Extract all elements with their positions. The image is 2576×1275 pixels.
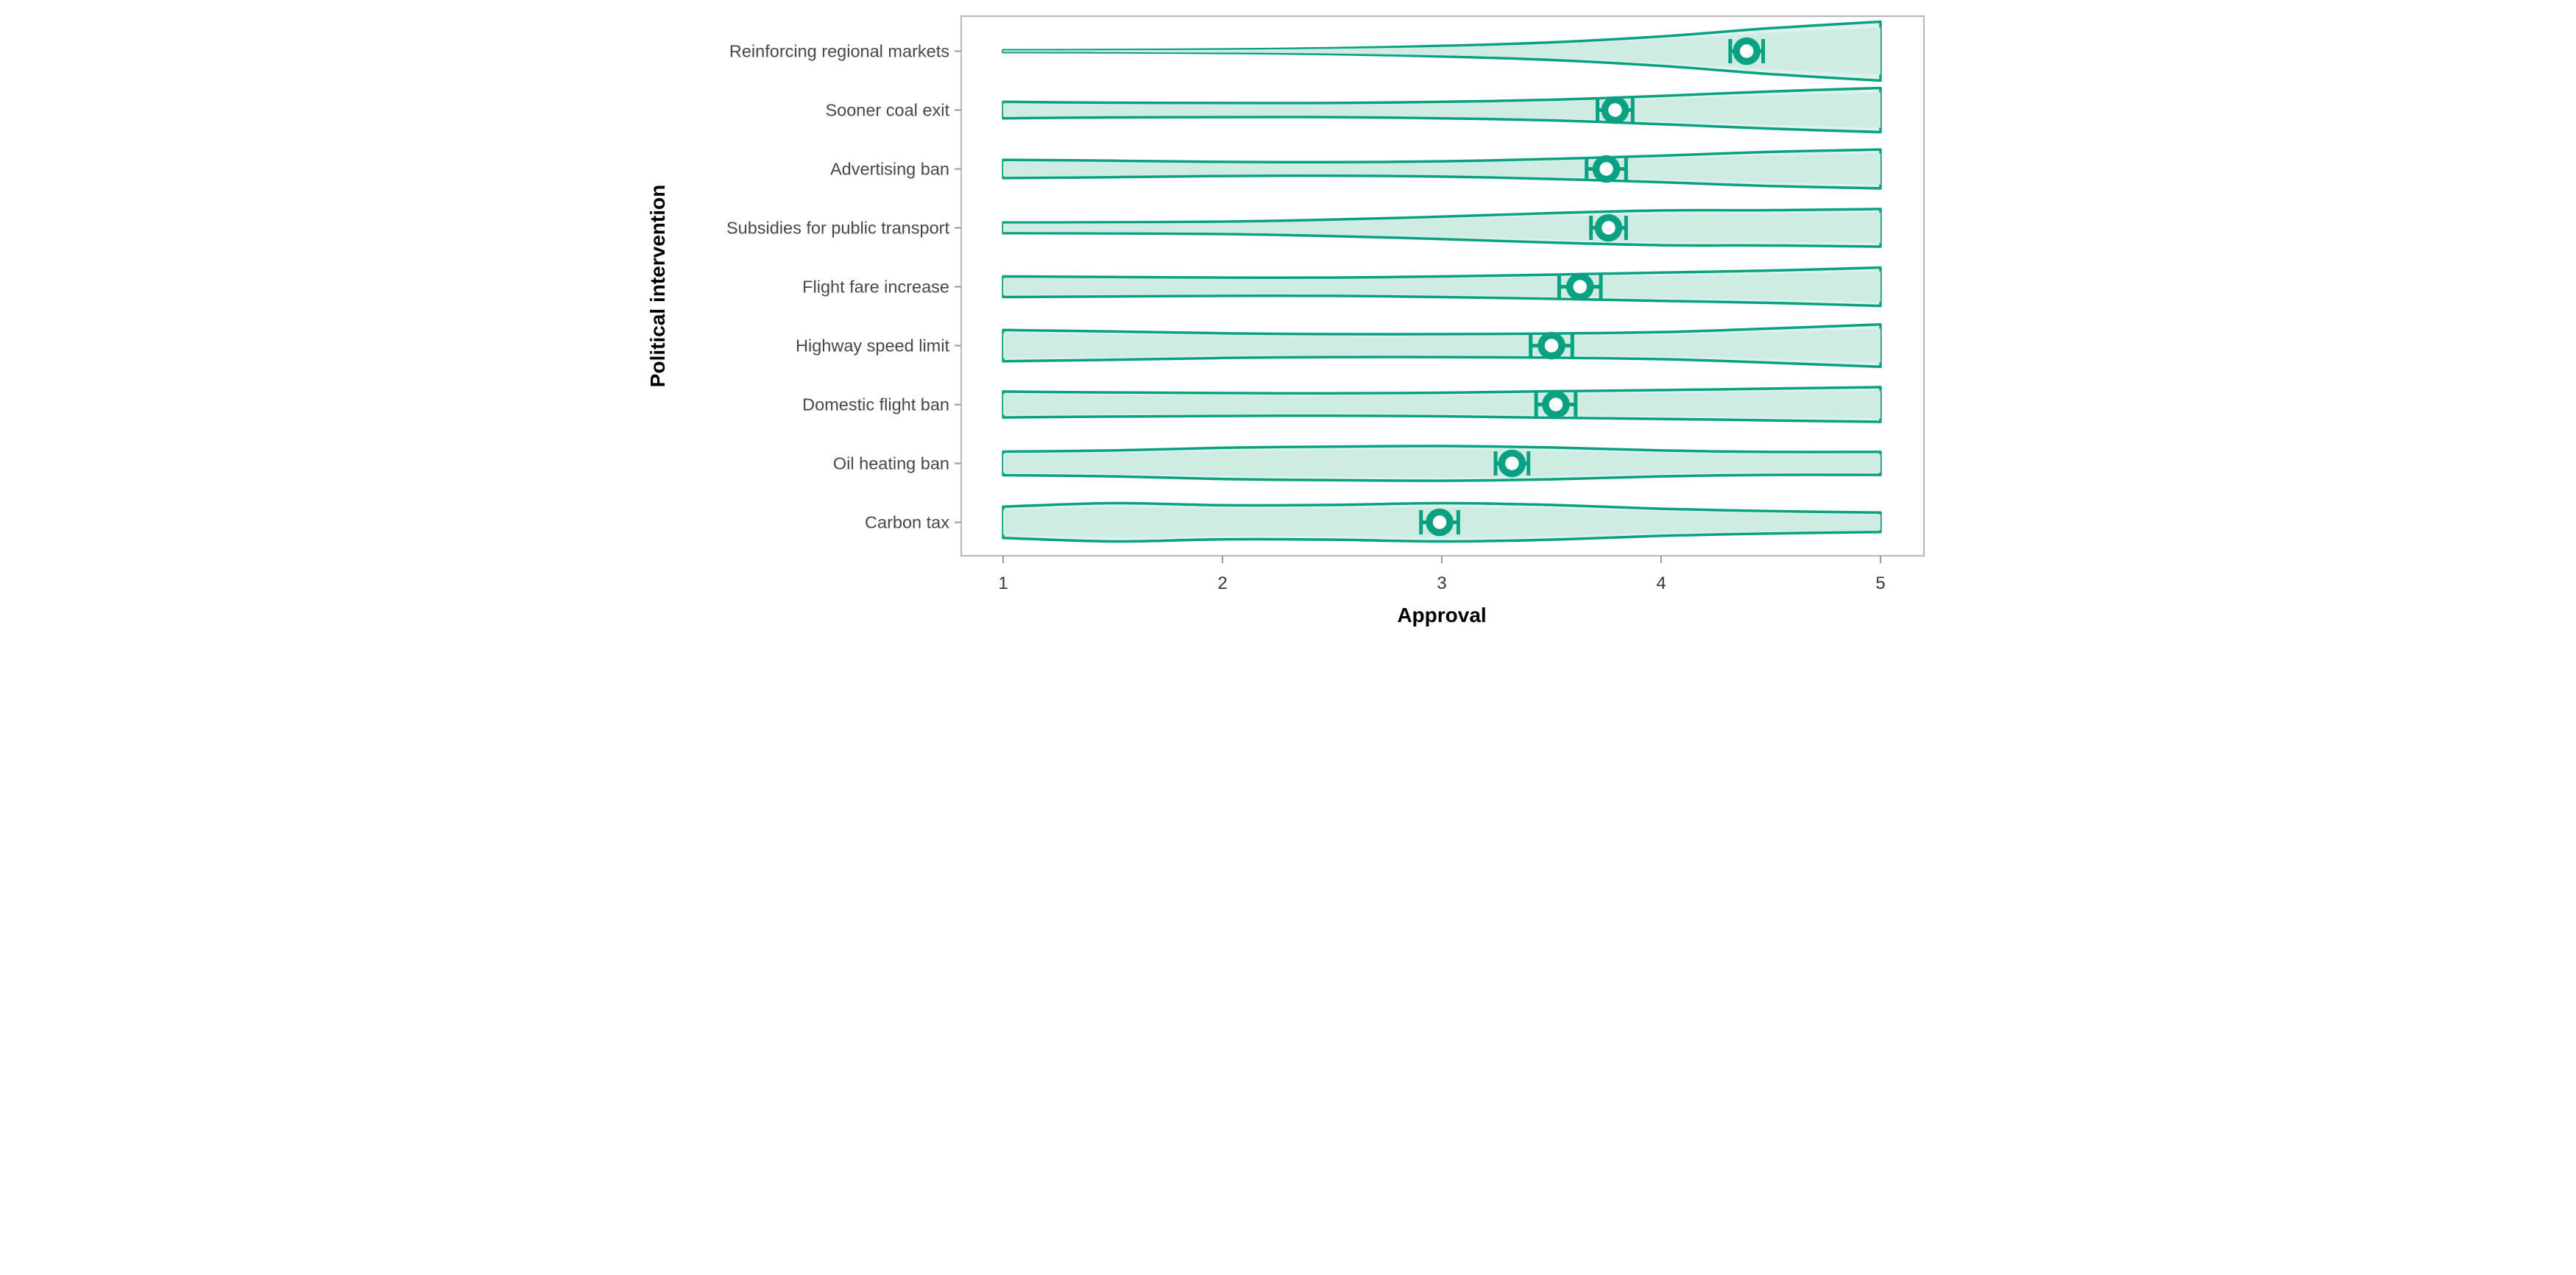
mean-point-oil-heating-ban [1498, 449, 1526, 478]
violin-chart-figure: Reinforcing regional markets Sooner coal … [644, 0, 1932, 638]
violin-plot-svg: Reinforcing regional markets Sooner coal … [646, 15, 1925, 626]
mean-point-flight-fare-increase [1565, 272, 1594, 301]
mean-point-domestic-flight-ban [1542, 390, 1570, 419]
violin-core-subsidies-for-public-transport [1003, 213, 1880, 243]
violin-core-domestic-flight-ban [1003, 390, 1880, 419]
x-tick-label-2: 2 [1217, 573, 1227, 593]
mean-point-reinforcing-regional-markets [1733, 37, 1761, 66]
mean-point-subsidies-for-public-transport [1594, 213, 1623, 242]
mean-point-carbon-tax [1426, 508, 1454, 537]
y-axis-label-oil-heating-ban: Oil heating ban [833, 454, 949, 473]
violin-core-reinforcing-regional-markets [1003, 27, 1880, 75]
violin-core-oil-heating-ban [1003, 449, 1880, 478]
y-axis-title: Political intervention [646, 185, 669, 387]
x-tick-label-4: 4 [1656, 573, 1666, 593]
y-axis-label-carbon-tax: Carbon tax [865, 513, 949, 532]
y-axis-label-subsidies-for-public-transport: Subsidies for public transport [726, 219, 950, 238]
x-tick-label-3: 3 [1437, 573, 1446, 593]
y-axis-label-highway-speed-limit: Highway speed limit [796, 336, 949, 356]
x-axis-title: Approval [1397, 604, 1486, 626]
y-axis-label-flight-fare-increase: Flight fare increase [802, 278, 949, 297]
y-axis-label-reinforcing-regional-markets: Reinforcing regional markets [729, 42, 949, 61]
y-axis-label-sooner-coal-exit: Sooner coal exit [825, 101, 949, 120]
violin-core-highway-speed-limit [1003, 328, 1880, 363]
violin-core-flight-fare-increase [1003, 271, 1880, 303]
violin-core-advertising-ban [1003, 153, 1880, 185]
mean-point-sooner-coal-exit [1601, 96, 1630, 124]
mean-point-highway-speed-limit [1538, 331, 1565, 360]
y-axis-label-domestic-flight-ban: Domestic flight ban [802, 395, 949, 414]
x-tick-label-1: 1 [998, 573, 1008, 593]
mean-point-advertising-ban [1592, 155, 1621, 183]
x-tick-label-5: 5 [1875, 573, 1885, 593]
violin-core-sooner-coal-exit [1003, 92, 1880, 128]
y-axis-label-advertising-ban: Advertising ban [830, 160, 949, 179]
